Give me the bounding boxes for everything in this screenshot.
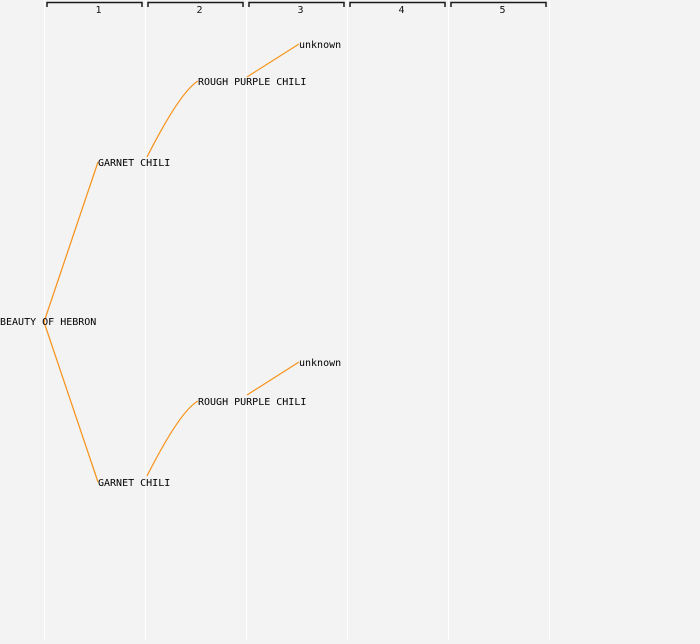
- node-label-beauty-of-hebron[interactable]: BEAUTY OF HEBRON: [0, 317, 96, 328]
- node-label-garnet-chili-top[interactable]: GARNET CHILI: [98, 158, 170, 169]
- pedigree-edge-rough-purple-chili-bottom--unknown-bottom: [246, 361, 300, 396]
- pedigree-nodes: BEAUTY OF HEBRON GARNET CHILI ROUGH PURPLE…: [0, 40, 341, 489]
- generation-label: 3: [297, 5, 303, 16]
- generation-label: 1: [95, 5, 101, 16]
- generation-bracket: [248, 1, 345, 7]
- node-label-unknown-bottom[interactable]: unknown: [299, 358, 341, 369]
- node-label-rough-purple-chili-bottom[interactable]: ROUGH PURPLE CHILI: [198, 397, 306, 408]
- pedigree-edge-garnet-chili-top--rough-purple-chili-top: [146, 80, 199, 158]
- generation-bracket: [349, 1, 446, 7]
- pedigree-edge-beauty-of-hebron--garnet-chili-bottom: [43, 321, 99, 483]
- pedigree-edge-beauty-of-hebron--garnet-chili-top: [43, 161, 99, 323]
- generation-label: 5: [499, 5, 505, 16]
- column-dividers: [44, 0, 550, 640]
- pedigree-edge-rough-purple-chili-top--unknown-top: [246, 43, 300, 78]
- node-label-unknown-top[interactable]: unknown: [299, 40, 341, 51]
- pedigree-edge-garnet-chili-bottom--rough-purple-chili-bottom: [146, 400, 199, 477]
- node-label-garnet-chili-bottom[interactable]: GARNET CHILI: [98, 478, 170, 489]
- generation-bracket: [46, 1, 143, 7]
- generation-label: 2: [196, 5, 202, 16]
- generation-bracket: [450, 1, 547, 7]
- generation-bracket: [147, 1, 244, 7]
- generation-label: 4: [398, 5, 404, 16]
- generation-ruler: 1 2 3 4 5: [46, 1, 547, 16]
- node-label-rough-purple-chili-top[interactable]: ROUGH PURPLE CHILI: [198, 77, 306, 88]
- pedigree-edges: [43, 43, 300, 483]
